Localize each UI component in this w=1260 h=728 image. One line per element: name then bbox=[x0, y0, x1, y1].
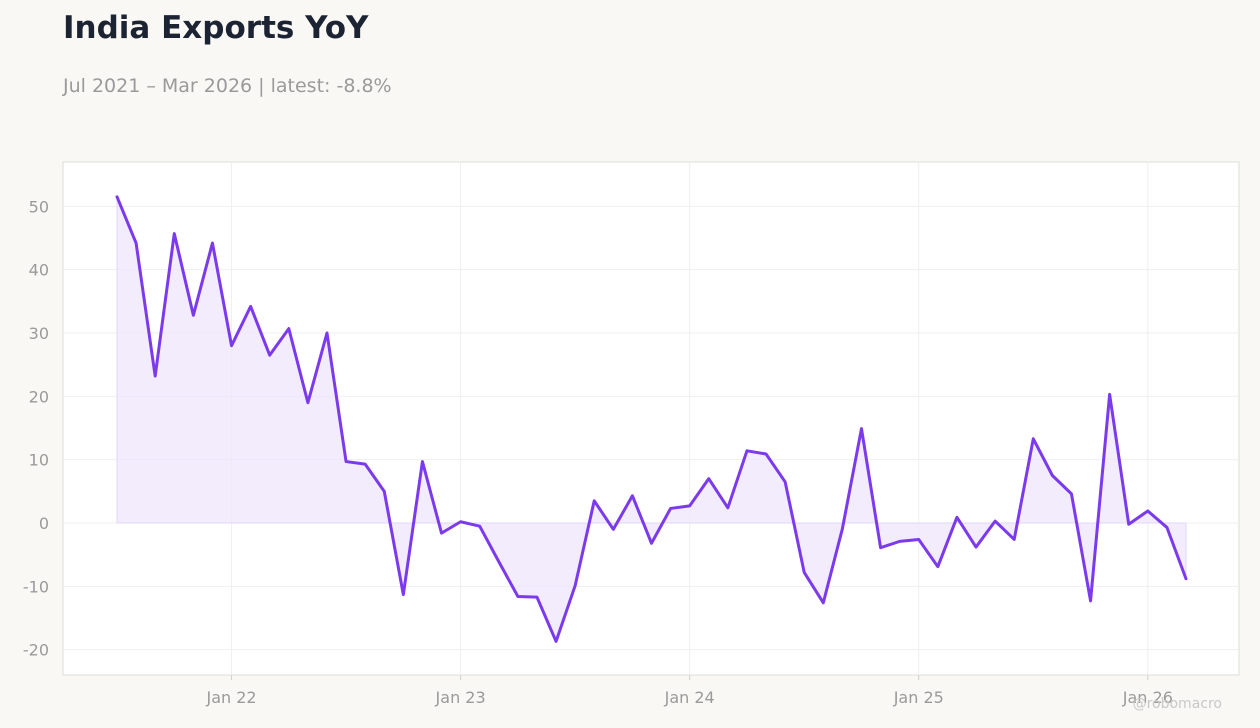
data-point bbox=[936, 565, 940, 569]
data-point bbox=[287, 327, 291, 331]
data-point bbox=[210, 241, 214, 245]
data-point bbox=[401, 593, 405, 597]
y-tick-label: 0 bbox=[39, 514, 49, 533]
series-line bbox=[115, 195, 1188, 643]
data-point bbox=[688, 504, 692, 508]
data-point bbox=[440, 531, 444, 535]
data-point bbox=[420, 460, 424, 464]
data-point bbox=[230, 344, 234, 348]
y-tick-label: -20 bbox=[23, 641, 49, 660]
data-point bbox=[707, 477, 711, 481]
data-point bbox=[1050, 474, 1054, 478]
data-point bbox=[726, 506, 730, 510]
chart-subtitle: Jul 2021 – Mar 2026 | latest: -8.8% bbox=[63, 75, 392, 97]
data-point bbox=[249, 304, 253, 308]
data-point bbox=[859, 427, 863, 431]
data-point bbox=[516, 594, 520, 598]
data-point bbox=[821, 601, 825, 605]
data-point bbox=[115, 195, 119, 199]
chart-title: India Exports YoY bbox=[63, 10, 369, 46]
data-point bbox=[764, 452, 768, 456]
y-tick-label: -10 bbox=[23, 577, 49, 596]
data-point bbox=[325, 331, 329, 335]
x-tick-label: Jan 23 bbox=[435, 688, 486, 707]
data-point bbox=[955, 515, 959, 519]
data-point bbox=[783, 480, 787, 484]
data-point bbox=[840, 527, 844, 531]
data-point bbox=[344, 460, 348, 464]
y-tick-label: 40 bbox=[29, 261, 49, 280]
y-tick-label: 50 bbox=[29, 197, 49, 216]
data-point bbox=[172, 232, 176, 236]
y-tick-label: 10 bbox=[29, 451, 49, 470]
x-tick-label: Jan 26 bbox=[1122, 688, 1173, 707]
data-point bbox=[191, 313, 195, 317]
data-point bbox=[268, 353, 272, 357]
data-point bbox=[306, 401, 310, 405]
data-point bbox=[1031, 437, 1035, 441]
data-point bbox=[363, 462, 367, 466]
data-point bbox=[879, 546, 883, 550]
data-point bbox=[1146, 509, 1150, 513]
data-point bbox=[993, 519, 997, 523]
data-point bbox=[1089, 599, 1093, 603]
data-point bbox=[554, 639, 558, 643]
watermark: @robomacro bbox=[1132, 696, 1222, 712]
data-point bbox=[745, 449, 749, 453]
data-point bbox=[669, 506, 673, 510]
data-point bbox=[1184, 577, 1188, 581]
data-point bbox=[1069, 492, 1073, 496]
y-tick-label: 30 bbox=[29, 324, 49, 343]
data-point bbox=[153, 374, 157, 378]
data-point bbox=[535, 595, 539, 599]
data-point bbox=[650, 541, 654, 545]
data-point bbox=[802, 570, 806, 574]
data-point bbox=[1012, 537, 1016, 541]
data-point bbox=[1127, 522, 1131, 526]
data-point bbox=[478, 524, 482, 528]
data-point bbox=[898, 539, 902, 543]
x-tick-label: Jan 25 bbox=[893, 688, 944, 707]
data-point bbox=[1108, 392, 1112, 396]
data-point bbox=[917, 537, 921, 541]
y-tick-label: 20 bbox=[29, 387, 49, 406]
data-point bbox=[611, 527, 615, 531]
data-point bbox=[134, 241, 138, 245]
data-point bbox=[630, 494, 634, 498]
data-point bbox=[592, 499, 596, 503]
x-tick-label: Jan 22 bbox=[205, 688, 256, 707]
data-point bbox=[382, 489, 386, 493]
data-point bbox=[1165, 525, 1169, 529]
data-point bbox=[459, 520, 463, 524]
x-tick-label: Jan 24 bbox=[664, 688, 715, 707]
data-point bbox=[497, 560, 501, 564]
data-point bbox=[573, 584, 577, 588]
data-point bbox=[974, 545, 978, 549]
